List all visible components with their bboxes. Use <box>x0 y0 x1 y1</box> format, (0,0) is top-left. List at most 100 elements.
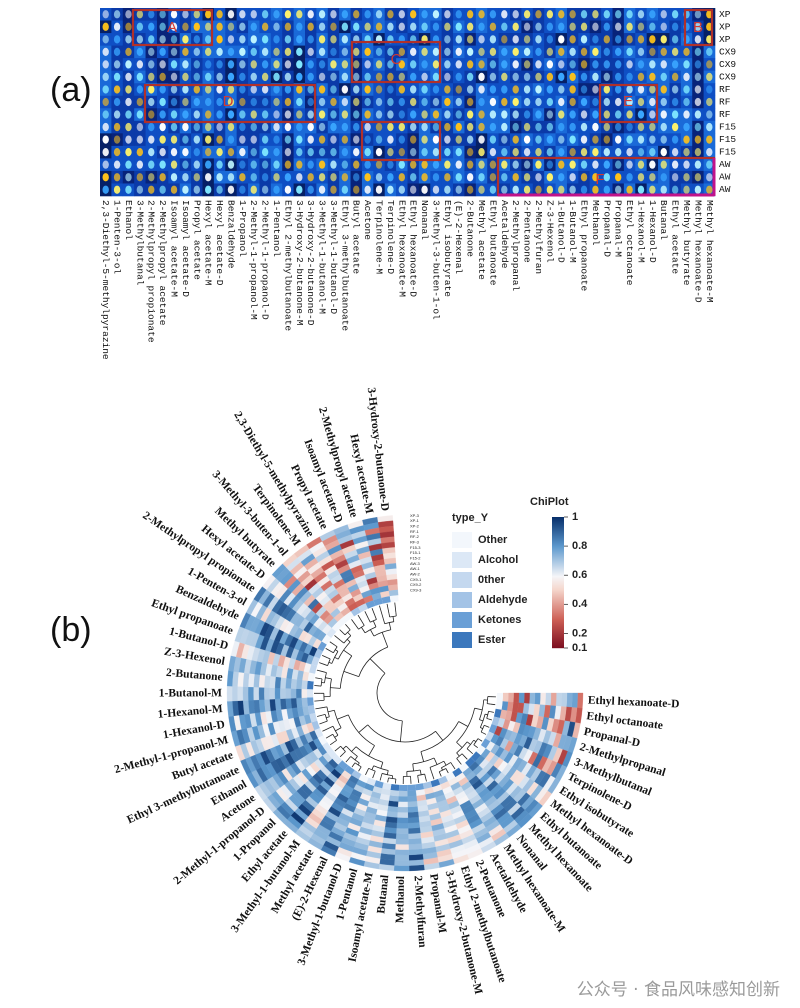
gallery-spot <box>296 22 303 31</box>
gallery-spot <box>603 122 610 132</box>
dendrogram <box>324 664 328 666</box>
gallery-spot <box>273 35 280 44</box>
gallery-spot <box>193 35 200 44</box>
ring-row-label: RF-1 <box>410 529 420 534</box>
gallery-spot <box>444 97 451 107</box>
heatmap-cell <box>301 688 308 698</box>
gallery-spot <box>694 122 702 132</box>
row-label: AW <box>719 184 731 195</box>
gallery-spot <box>637 97 645 107</box>
gallery-spot <box>580 173 588 182</box>
colorbar-strip <box>552 546 564 548</box>
gallery-spot <box>478 97 485 107</box>
colorbar-strip <box>552 539 564 541</box>
heatmap-cell <box>407 822 420 829</box>
dendrogram <box>322 727 330 732</box>
type-cell <box>365 600 376 609</box>
heatmap-cell <box>394 849 409 856</box>
gallery-spot <box>580 122 588 132</box>
panel-label: (b) <box>50 611 92 649</box>
gallery-spot <box>421 110 428 119</box>
gallery-spot <box>364 173 371 182</box>
dendrogram <box>326 716 330 719</box>
gallery-spot <box>170 110 178 119</box>
gallery-spot <box>489 147 497 157</box>
colorbar-strip <box>552 574 564 576</box>
type-cell <box>430 778 441 788</box>
gallery-spot <box>603 147 610 157</box>
row-label: CX9 <box>719 71 736 82</box>
colorbar-strip <box>552 556 564 558</box>
gallery-spot <box>102 60 109 69</box>
dendrogram <box>325 677 332 680</box>
gallery-spot <box>546 10 554 19</box>
column-label: 2-Methylfuran <box>533 200 544 274</box>
column-label: Acetaldehyde <box>499 200 510 269</box>
gallery-spot <box>603 22 610 31</box>
gallery-spot <box>296 85 303 94</box>
colorbar-strip <box>552 629 564 631</box>
gallery-spot <box>284 110 292 119</box>
colorbar-strip <box>552 525 564 527</box>
gallery-spot <box>353 147 360 157</box>
column-label: Ethyl butanoate <box>487 200 498 286</box>
dendrogram <box>468 750 474 755</box>
colorbar-strip <box>552 580 564 582</box>
heatmap-cell <box>571 692 578 708</box>
type-cell <box>332 754 343 765</box>
gallery-spot <box>649 135 656 144</box>
dendrogram <box>343 649 353 657</box>
box-label: D <box>223 93 234 110</box>
heatmap-cell <box>501 701 509 711</box>
gallery-spot <box>455 97 462 107</box>
gallery-spot <box>261 97 269 107</box>
column-label: Butyl acetate <box>351 200 362 274</box>
dendrogram <box>490 711 494 713</box>
gallery-spot <box>512 22 519 31</box>
gallery-spot <box>569 122 576 132</box>
gallery-spot <box>318 60 326 69</box>
gallery-spot <box>671 97 679 107</box>
gallery-spot <box>375 10 383 19</box>
gallery-spot <box>444 22 451 31</box>
gallery-spot <box>523 35 531 44</box>
gallery-spot <box>535 35 542 44</box>
gallery-spot <box>227 72 235 82</box>
gallery-spot <box>364 135 371 144</box>
gallery-spot <box>330 160 337 169</box>
heatmap-cell <box>397 806 408 813</box>
row-label: RF <box>719 97 731 108</box>
gallery-spot <box>455 110 462 119</box>
colorbar-strip <box>552 621 564 623</box>
gallery-spot <box>671 10 679 19</box>
heatmap-cell <box>576 692 584 709</box>
gallery-spot <box>694 60 702 69</box>
dendrogram <box>357 762 360 766</box>
gallery-spot <box>626 47 633 57</box>
gallery-spot <box>501 47 508 57</box>
type-cell <box>309 664 318 674</box>
heatmap-cell <box>253 686 260 701</box>
gallery-spot <box>489 10 497 19</box>
column-label: Isoamyl acetate-M <box>169 200 180 297</box>
colorbar-strip <box>552 618 564 620</box>
colorbar-strip <box>552 584 564 586</box>
gallery-spot <box>603 35 610 44</box>
gallery-spot <box>239 173 246 182</box>
gallery-spot <box>125 122 132 132</box>
colorbar-strip <box>552 620 564 622</box>
gallery-spot <box>501 35 508 44</box>
heatmap-cell <box>274 687 281 700</box>
colorbar-strip <box>552 630 564 632</box>
colorbar-strip <box>552 634 564 636</box>
gallery-spot <box>113 72 121 82</box>
gallery-spot <box>239 60 246 69</box>
gallery-spot <box>637 35 645 44</box>
dendrogram <box>358 724 369 733</box>
colorbar-strip <box>552 612 564 614</box>
gallery-spot <box>250 97 257 107</box>
type-cell <box>381 596 391 604</box>
gallery-spot <box>569 85 576 94</box>
gallery-spot <box>296 135 303 144</box>
gallery-spot <box>273 122 280 132</box>
